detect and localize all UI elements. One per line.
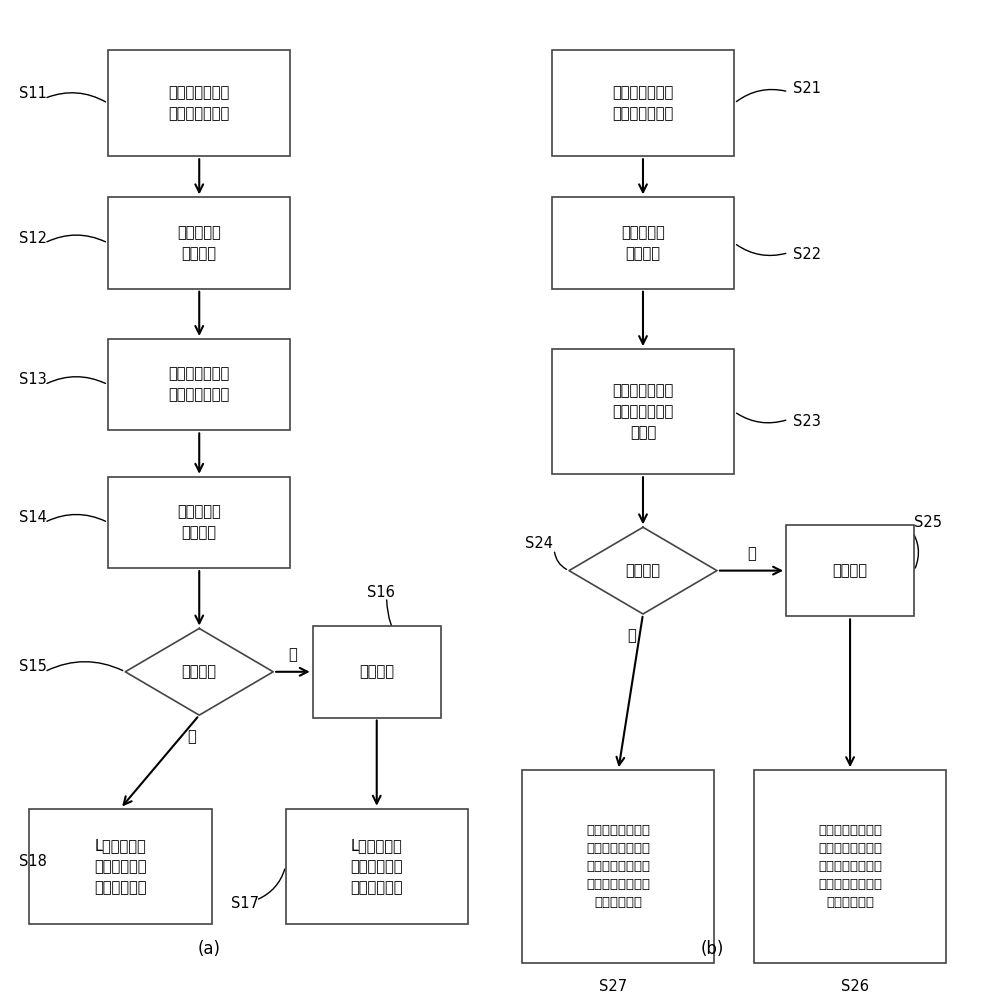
- Text: (a): (a): [198, 940, 221, 958]
- Text: L层小波包分
解提取分段的
步态频域特征: L层小波包分 解提取分段的 步态频域特征: [350, 838, 403, 895]
- Text: 样本拆分: 样本拆分: [359, 665, 394, 680]
- Text: S23: S23: [793, 414, 821, 429]
- FancyBboxPatch shape: [108, 198, 290, 288]
- FancyBboxPatch shape: [286, 808, 468, 924]
- Text: 步态数据：步行
时的足地作用力: 步态数据：步行 时的足地作用力: [612, 85, 674, 122]
- Text: S17: S17: [231, 895, 259, 910]
- FancyBboxPatch shape: [786, 525, 914, 617]
- Text: S11: S11: [19, 86, 47, 101]
- Text: 足地作用力曲线
上参考点的检测: 足地作用力曲线 上参考点的检测: [169, 366, 230, 402]
- Text: S22: S22: [793, 248, 821, 262]
- Text: 扩充样本: 扩充样本: [625, 563, 660, 578]
- Text: S24: S24: [525, 536, 553, 551]
- Text: 否: 否: [187, 729, 196, 744]
- FancyBboxPatch shape: [29, 808, 212, 924]
- Text: S26: S26: [841, 979, 869, 994]
- FancyBboxPatch shape: [108, 50, 290, 157]
- Text: S25: S25: [914, 515, 942, 530]
- Text: 扩充样本: 扩充样本: [182, 665, 217, 680]
- Text: 是: 是: [747, 546, 756, 561]
- FancyBboxPatch shape: [552, 50, 734, 157]
- Text: 足地作用力曲线
关键点和参考点
的检测: 足地作用力曲线 关键点和参考点 的检测: [612, 383, 674, 440]
- Text: S21: S21: [793, 82, 821, 97]
- Text: S14: S14: [19, 510, 47, 525]
- Text: 否: 否: [627, 628, 636, 643]
- Text: S18: S18: [19, 854, 47, 869]
- FancyBboxPatch shape: [522, 770, 714, 963]
- Text: S16: S16: [367, 585, 395, 600]
- Text: S27: S27: [599, 979, 627, 994]
- Text: S15: S15: [19, 660, 47, 675]
- FancyBboxPatch shape: [108, 477, 290, 568]
- Text: 步态数据：步行
时的足地作用力: 步态数据：步行 时的足地作用力: [169, 85, 230, 122]
- Text: (b): (b): [700, 940, 724, 958]
- Text: 足地作用力
去噪处理: 足地作用力 去噪处理: [177, 225, 221, 261]
- FancyBboxPatch shape: [313, 626, 441, 718]
- Polygon shape: [569, 527, 717, 614]
- Polygon shape: [125, 629, 273, 716]
- Text: L层小波包分
解提取全程的
步态频域特征: L层小波包分 解提取全程的 步态频域特征: [94, 838, 147, 895]
- Text: 是: 是: [289, 647, 297, 662]
- Text: 足地作用力
波形对齐: 足地作用力 波形对齐: [177, 504, 221, 541]
- Text: S12: S12: [19, 231, 47, 246]
- Text: 以关键点处的力值
及时相，相邻关键
点的作用力变化率
和冲量表征分段的
步态时域特征: 以关键点处的力值 及时相，相邻关键 点的作用力变化率 和冲量表征分段的 步态时域…: [818, 824, 882, 909]
- Text: 样本拆分: 样本拆分: [833, 563, 868, 578]
- FancyBboxPatch shape: [552, 349, 734, 474]
- Text: S13: S13: [19, 372, 47, 387]
- Text: 以关键点处的力值
及时相，相邻关键
点的作用力变化率
和冲量表征全程的
步态时域特征: 以关键点处的力值 及时相，相邻关键 点的作用力变化率 和冲量表征全程的 步态时域…: [586, 824, 650, 909]
- FancyBboxPatch shape: [108, 339, 290, 430]
- FancyBboxPatch shape: [754, 770, 946, 963]
- FancyBboxPatch shape: [552, 198, 734, 288]
- Text: 足地作用力
去噪处理: 足地作用力 去噪处理: [621, 225, 665, 261]
